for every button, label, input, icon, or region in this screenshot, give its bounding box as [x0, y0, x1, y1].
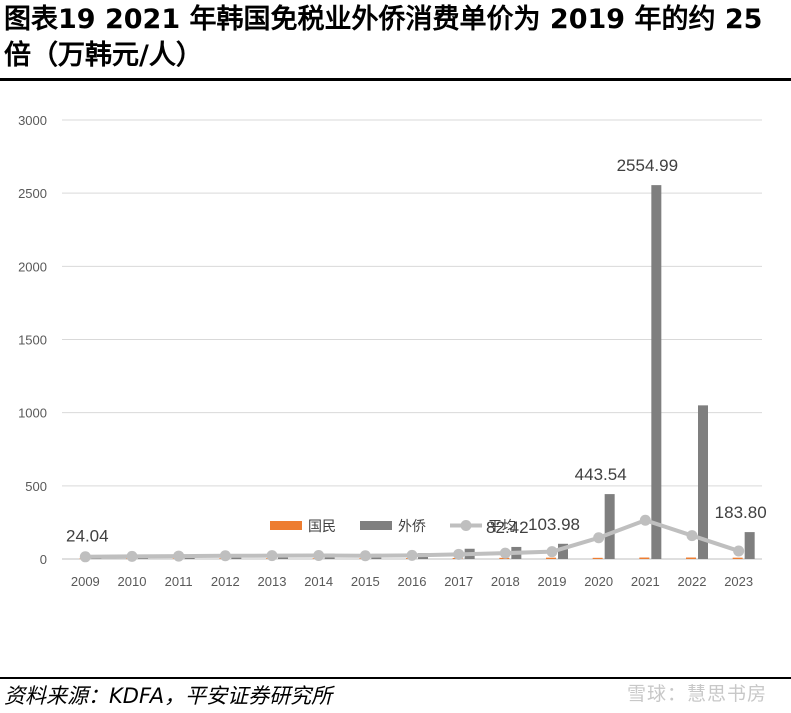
data-label-2018: 82.42 [486, 518, 529, 537]
point-平均-2016 [406, 549, 418, 561]
point-平均-2021 [639, 514, 651, 526]
x-tick-label: 2019 [538, 574, 567, 589]
data-label-2021: 2554.99 [617, 156, 678, 175]
bar-国民-2019 [546, 557, 556, 559]
average-line [79, 514, 745, 563]
point-平均-2010 [126, 550, 138, 562]
x-tick-label: 2014 [304, 574, 333, 589]
y-tick-label: 500 [25, 479, 47, 494]
x-tick-label: 2010 [118, 574, 147, 589]
data-label-2020: 443.54 [575, 465, 627, 484]
point-平均-2014 [313, 549, 325, 561]
point-平均-2020 [593, 532, 605, 544]
point-平均-2011 [173, 550, 185, 562]
legend-swatch-外侨 [360, 521, 392, 530]
x-tick-label: 2018 [491, 574, 520, 589]
y-tick-label: 1500 [18, 333, 47, 348]
point-平均-2023 [733, 545, 745, 557]
point-平均-2022 [686, 530, 698, 542]
bar-外侨-2021 [651, 185, 662, 559]
chart: 0 500 1000 1500 2000 2500 3000 2009 2010 2011 2012… [18, 113, 767, 589]
x-tick-label: 2022 [678, 574, 707, 589]
y-tick-label: 0 [40, 552, 47, 567]
bar-外侨-2019 [558, 543, 568, 559]
point-平均-2017 [453, 548, 465, 560]
data-label-2023: 183.80 [715, 503, 767, 522]
legend-swatch-国民 [270, 521, 302, 530]
point-平均-2013 [266, 550, 278, 562]
bar-国民-2020 [592, 557, 603, 559]
x-tick-label: 2017 [444, 574, 473, 589]
x-tick-label: 2011 [165, 574, 193, 589]
gridlines [62, 119, 762, 560]
point-平均-2009 [79, 551, 91, 563]
point-平均-2015 [359, 550, 371, 562]
bar-国民-2021 [639, 557, 650, 559]
title-rule [0, 78, 791, 81]
bar-国民-2022 [686, 557, 696, 559]
data-label-2019: 103.98 [528, 515, 580, 534]
x-tick-label: 2016 [398, 574, 427, 589]
x-tick-label: 2015 [351, 574, 380, 589]
bar-外侨-2023 [744, 532, 755, 559]
x-tick-label: 2023 [724, 574, 753, 589]
legend-label-平均: 平均 [488, 519, 516, 535]
x-tick-label: 2021 [631, 574, 660, 589]
y-tick-label: 2000 [18, 259, 47, 274]
figure-title: 图表19 2021 年韩国免税业外侨消费单价为 2019 年的约 25 倍（万韩… [4, 4, 763, 71]
source-note: 资料来源：KDFA，平安证券研究所 [4, 684, 333, 708]
watermark: 雪球：慧思书房 [626, 683, 767, 705]
y-tick-label: 2500 [18, 186, 47, 201]
point-平均-2019 [546, 546, 558, 558]
data-labels: 24.04 82.42 103.98 443.54 2554.99 183.80 [66, 156, 767, 545]
x-tick-label: 2013 [258, 574, 287, 589]
legend-label-外侨: 外侨 [398, 519, 426, 535]
bar-外侨-2022 [698, 405, 708, 559]
y-tick-label: 1000 [18, 406, 47, 421]
y-tick-label: 3000 [18, 113, 47, 128]
bar-国民-2023 [732, 557, 743, 559]
point-平均-2018 [499, 547, 511, 559]
legend: 国民 外侨 平均 [270, 519, 516, 535]
x-tick-label: 2020 [584, 574, 613, 589]
point-平均-2012 [219, 550, 231, 562]
x-tick-label: 2009 [71, 574, 100, 589]
x-tick-label: 2012 [211, 574, 240, 589]
legend-marker-平均 [460, 520, 472, 531]
bar-外侨-2020 [604, 494, 615, 559]
bars [79, 185, 755, 560]
source-rule [0, 677, 791, 679]
legend-label-国民: 国民 [308, 519, 336, 535]
data-label-2009: 24.04 [66, 526, 109, 545]
axes: 0 500 1000 1500 2000 2500 3000 2009 2010 2011 2012… [18, 113, 753, 589]
